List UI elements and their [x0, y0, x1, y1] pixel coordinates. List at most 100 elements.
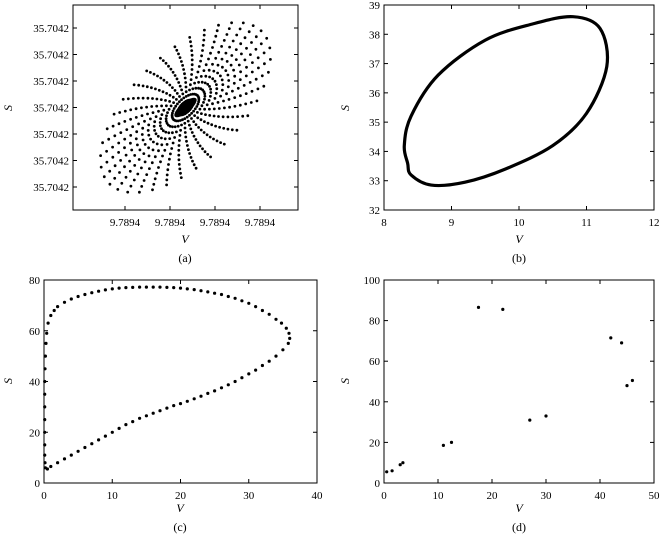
- data-point: [173, 125, 177, 129]
- y-tick-label: 20: [29, 427, 41, 439]
- y-tick-label: 38: [369, 29, 381, 41]
- data-point: [165, 183, 169, 187]
- data-point: [197, 80, 201, 84]
- data-point: [123, 137, 127, 141]
- data-point: [254, 77, 258, 81]
- data-point: [259, 42, 263, 46]
- y-tick-label: 60: [29, 326, 41, 338]
- data-point: [154, 132, 158, 136]
- data-point: [216, 71, 220, 75]
- data-point: [254, 305, 258, 309]
- data-point: [206, 391, 210, 395]
- x-tick-label: 9.7894: [155, 217, 186, 229]
- data-point: [232, 68, 236, 72]
- data-point: [119, 159, 122, 162]
- data-point: [209, 94, 212, 98]
- data-point: [202, 69, 206, 72]
- data-point: [179, 176, 183, 180]
- data-point: [206, 121, 210, 125]
- data-point: [45, 331, 49, 335]
- x-ticks: 9.7894 9.7894 9.7894 9.7894: [110, 5, 276, 229]
- data-point: [208, 135, 212, 139]
- x-tick-label: 50: [649, 490, 661, 502]
- data-point: [239, 70, 243, 74]
- data-point: [177, 153, 181, 157]
- data-point: [132, 83, 136, 87]
- data-point: [178, 134, 182, 137]
- data-point: [215, 139, 219, 143]
- data-point: [171, 131, 174, 135]
- y-tick-label: 35.7042: [33, 50, 69, 62]
- data-point: [102, 175, 106, 179]
- data-point: [243, 36, 247, 40]
- data-point: [101, 141, 104, 145]
- y-axis-label: S: [338, 105, 352, 111]
- data-point: [153, 177, 157, 181]
- data-point: [159, 76, 163, 80]
- y-tick-label: 100: [364, 275, 381, 287]
- data-point: [212, 137, 215, 141]
- data-point: [45, 467, 50, 471]
- y-tick-label: 35: [369, 117, 381, 129]
- data-point: [178, 286, 183, 290]
- data-point: [194, 86, 198, 90]
- data-point: [202, 38, 206, 42]
- data-point: [158, 121, 162, 124]
- data-point: [189, 93, 193, 96]
- data-point: [173, 74, 177, 77]
- data-point: [238, 103, 242, 107]
- data-point: [43, 453, 47, 457]
- data-point: [262, 51, 266, 55]
- data-point: [441, 443, 445, 447]
- data-point: [151, 285, 155, 289]
- data-point: [184, 90, 188, 94]
- data-point: [190, 117, 193, 120]
- data-point: [62, 457, 67, 461]
- data-point: [129, 108, 133, 112]
- data-point: [168, 93, 172, 97]
- data-point: [193, 107, 197, 111]
- data-point: [201, 147, 204, 151]
- data-point: [165, 173, 169, 177]
- data-point: [126, 190, 130, 194]
- data-point: [123, 120, 127, 123]
- y-tick-label: 0: [35, 478, 41, 490]
- data-point: [113, 176, 117, 180]
- plot-frame: [383, 279, 655, 484]
- data-point: [268, 46, 272, 50]
- data-point: [192, 397, 196, 401]
- data-point: [144, 414, 148, 418]
- x-ticks: 8 9 10 11 12: [381, 5, 660, 229]
- data-point: [171, 141, 175, 145]
- data-point: [141, 96, 145, 100]
- data-point: [178, 100, 181, 104]
- data-point: [191, 87, 195, 91]
- data-point: [167, 64, 170, 68]
- data-point: [108, 169, 112, 173]
- y-tick-label: 35.7042: [33, 76, 69, 88]
- data-point: [186, 144, 189, 147]
- data-point: [237, 63, 241, 67]
- y-ticks: 35.7042 35.7042 35.7042 35.7042 35.7042 35.70…: [33, 23, 298, 194]
- data-point: [398, 463, 402, 467]
- data-point: [172, 286, 176, 290]
- data-point: [142, 179, 146, 182]
- data-point: [206, 82, 210, 86]
- data-point: [69, 453, 73, 457]
- data-point: [181, 118, 184, 122]
- data-point: [121, 97, 125, 101]
- data-point: [46, 321, 50, 325]
- data-point: [124, 423, 128, 427]
- data-point: [153, 120, 157, 124]
- data-point: [204, 113, 207, 116]
- data-point: [192, 134, 196, 138]
- data-point: [190, 111, 194, 115]
- data-point: [178, 139, 181, 142]
- data-point: [198, 107, 202, 111]
- data-point: [260, 308, 264, 313]
- data-point: [284, 326, 288, 330]
- data-point: [230, 128, 234, 132]
- data-point: [141, 138, 145, 142]
- data-point: [175, 48, 179, 52]
- data-point: [159, 56, 162, 60]
